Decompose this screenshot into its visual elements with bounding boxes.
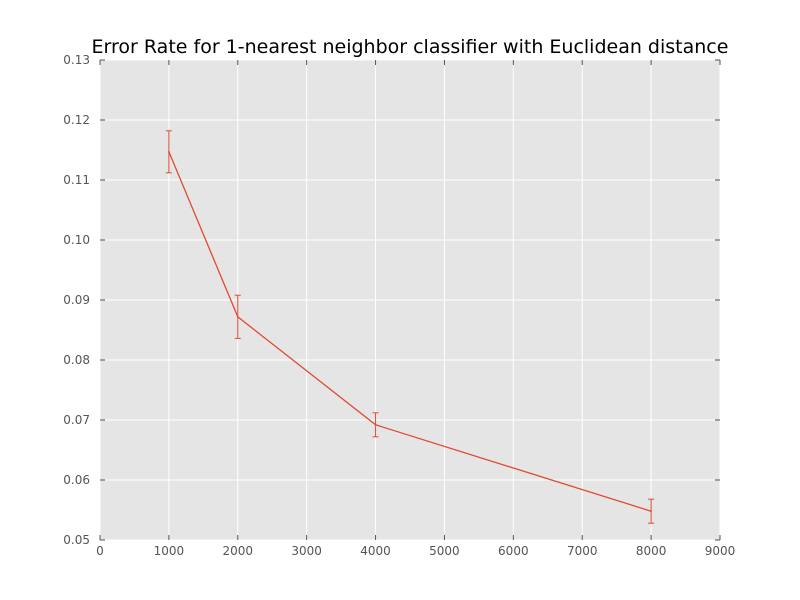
x-tick-label: 5000 (429, 544, 460, 558)
y-tick-label: 0.06 (63, 473, 90, 487)
y-tick-label: 0.10 (63, 233, 90, 247)
data-point (650, 510, 652, 512)
y-tick-label: 0.05 (63, 533, 90, 547)
y-tick-label: 0.13 (63, 53, 90, 67)
x-tick-label: 6000 (498, 544, 529, 558)
y-tick-label: 0.09 (63, 293, 90, 307)
y-tick-label: 0.11 (63, 173, 90, 187)
data-point (374, 424, 377, 426)
chart-title: Error Rate for 1-nearest neighbor classi… (92, 36, 729, 58)
x-tick-label: 3000 (291, 544, 322, 558)
axis-ticks (99, 59, 721, 541)
x-tick-label: 9000 (705, 544, 736, 558)
x-tick-label: 1000 (154, 544, 185, 558)
x-tick-label: 4000 (360, 544, 391, 558)
data-point (168, 151, 170, 153)
x-tick-label: 7000 (567, 544, 598, 558)
y-tick-label: 0.12 (63, 113, 90, 127)
x-tick-label: 8000 (636, 544, 667, 558)
x-tick-label: 2000 (223, 544, 254, 558)
series-line (168, 151, 652, 512)
y-tick-label: 0.07 (63, 413, 90, 427)
data-point (236, 316, 239, 318)
x-tick-label: 0 (96, 544, 104, 558)
y-tick-label: 0.08 (63, 353, 90, 367)
tick-labels: 0 1000 2000 3000 4000 5000 6000 7000 8000 9000 0.0… (63, 53, 735, 558)
series-group (165, 130, 655, 524)
